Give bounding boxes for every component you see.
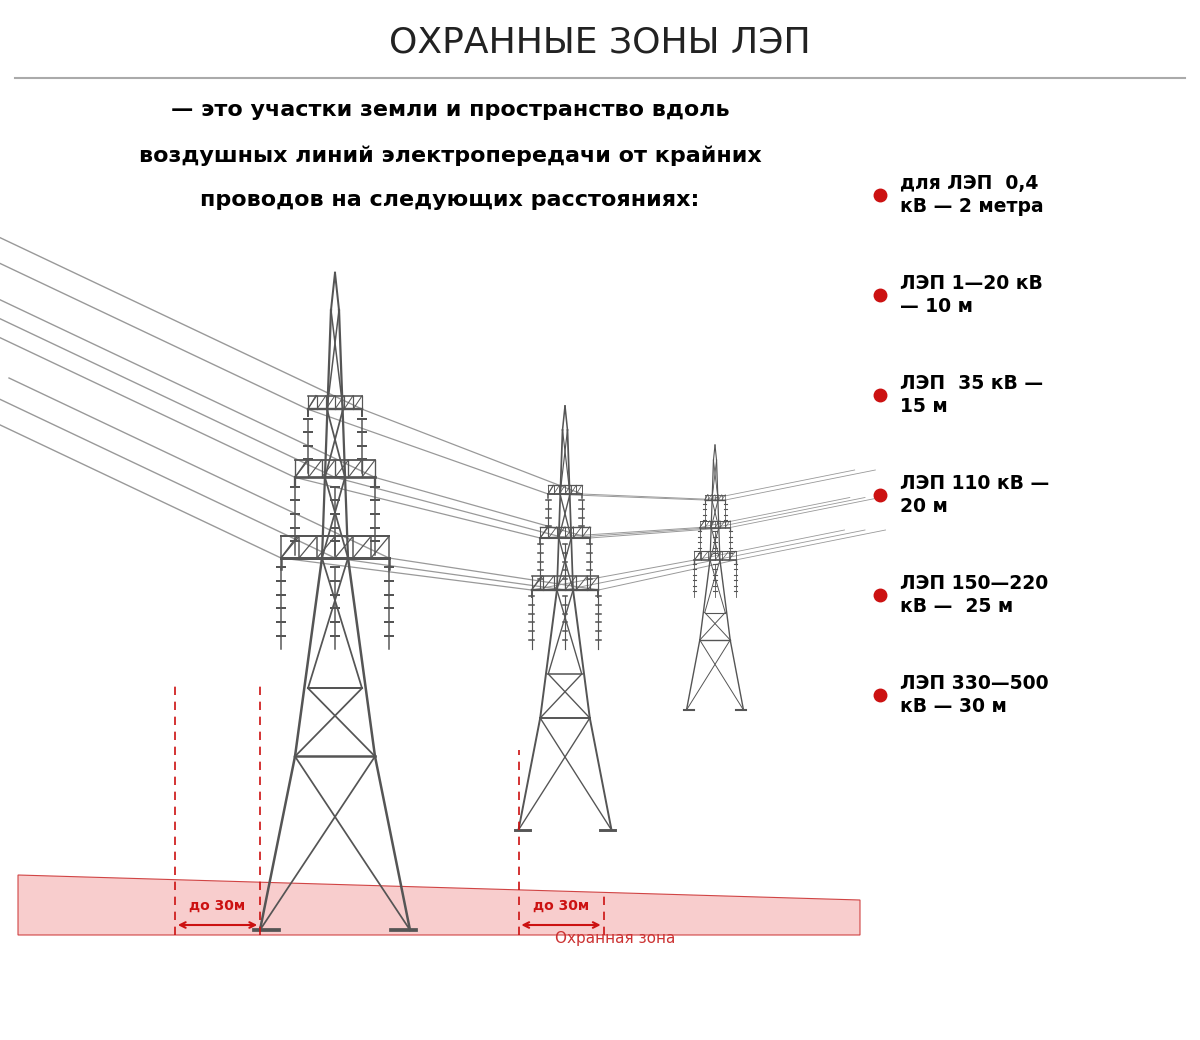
Text: проводов на следующих расстояниях:: проводов на следующих расстояниях: — [200, 190, 700, 210]
Text: воздушных линий электропередачи от крайних: воздушных линий электропередачи от крайн… — [139, 145, 761, 165]
Text: для ЛЭП  0,4
кВ — 2 метра: для ЛЭП 0,4 кВ — 2 метра — [900, 174, 1044, 216]
Text: Охранная зона: Охранная зона — [554, 931, 676, 946]
Text: до 30м: до 30м — [190, 899, 246, 913]
Text: ЛЭП 330—500
кВ — 30 м: ЛЭП 330—500 кВ — 30 м — [900, 674, 1049, 716]
Text: ЛЭП  35 кВ —
15 м: ЛЭП 35 кВ — 15 м — [900, 374, 1043, 416]
Text: ЛЭП 110 кВ —
20 м: ЛЭП 110 кВ — 20 м — [900, 474, 1049, 516]
Text: ОХРАННЫЕ ЗОНЫ ЛЭП: ОХРАННЫЕ ЗОНЫ ЛЭП — [389, 25, 811, 59]
Text: ЛЭП 150—220
кВ —  25 м: ЛЭП 150—220 кВ — 25 м — [900, 574, 1049, 616]
Text: — это участки земли и пространство вдоль: — это участки земли и пространство вдоль — [170, 100, 730, 120]
Polygon shape — [18, 875, 860, 935]
Text: ЛЭП 1—20 кВ
— 10 м: ЛЭП 1—20 кВ — 10 м — [900, 275, 1043, 316]
Text: до 30м: до 30м — [533, 899, 589, 913]
